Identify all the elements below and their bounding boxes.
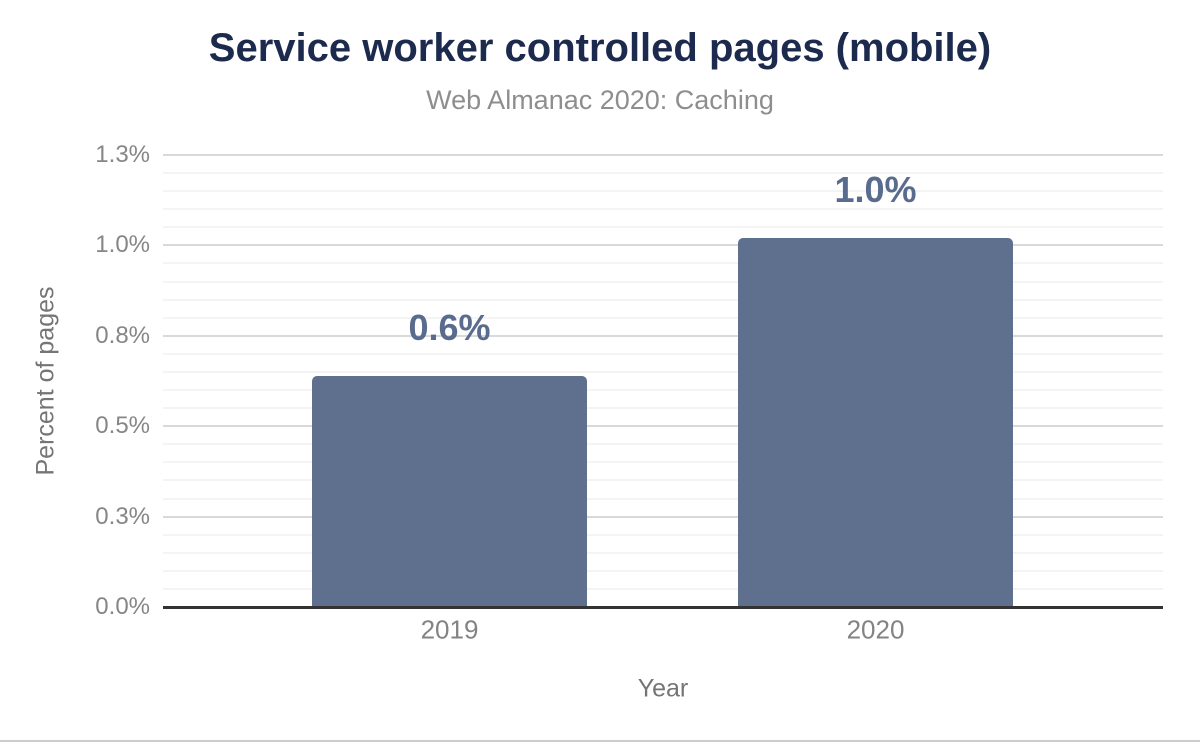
major-gridline (163, 154, 1163, 156)
bar-value-label: 0.6% (408, 306, 491, 348)
minor-gridline (163, 479, 1163, 482)
x-axis-title: Year (637, 674, 689, 703)
minor-gridline (163, 316, 1163, 319)
minor-gridline (163, 407, 1163, 410)
minor-gridline (163, 190, 1163, 193)
major-gridline (163, 425, 1163, 428)
minor-gridline (163, 208, 1163, 211)
chart-subtitle: Web Almanac 2020: Caching (426, 85, 774, 115)
minor-gridline (163, 587, 1163, 590)
minor-gridline (163, 497, 1163, 500)
minor-gridline (163, 533, 1163, 536)
major-gridline (163, 515, 1163, 518)
minor-gridline (163, 352, 1163, 355)
minor-gridline (163, 172, 1163, 175)
y-axis-tick-label: 1.3% (95, 141, 150, 168)
minor-gridline (163, 551, 1163, 554)
minor-gridline (163, 461, 1163, 464)
bar-2020 (738, 238, 1013, 607)
minor-gridline (163, 370, 1163, 373)
minor-gridline (163, 389, 1163, 392)
minor-gridline (163, 262, 1163, 265)
minor-gridline (163, 226, 1163, 229)
x-axis-line (163, 606, 1163, 609)
y-axis-tick-label: 0.0% (95, 593, 150, 620)
minor-gridline (163, 298, 1163, 301)
y-axis-tick-label: 0.3% (95, 502, 150, 530)
y-axis-tick-label: 0.8% (95, 321, 150, 349)
minor-gridline (163, 443, 1163, 446)
major-gridline (163, 244, 1163, 247)
x-axis-tick-label: 2019 (420, 614, 479, 645)
bar-value-label: 1.0% (834, 169, 917, 211)
minor-gridline (163, 569, 1163, 572)
x-axis-tick-label: 2020 (846, 614, 905, 645)
major-gridline (163, 334, 1163, 337)
y-axis-tick-label: 1.0% (95, 231, 150, 259)
bar-2019 (312, 375, 587, 607)
chart-title: Service worker controlled pages (mobile) (208, 26, 992, 70)
y-axis-tick-label: 0.5% (95, 412, 150, 440)
minor-gridline (163, 280, 1163, 283)
